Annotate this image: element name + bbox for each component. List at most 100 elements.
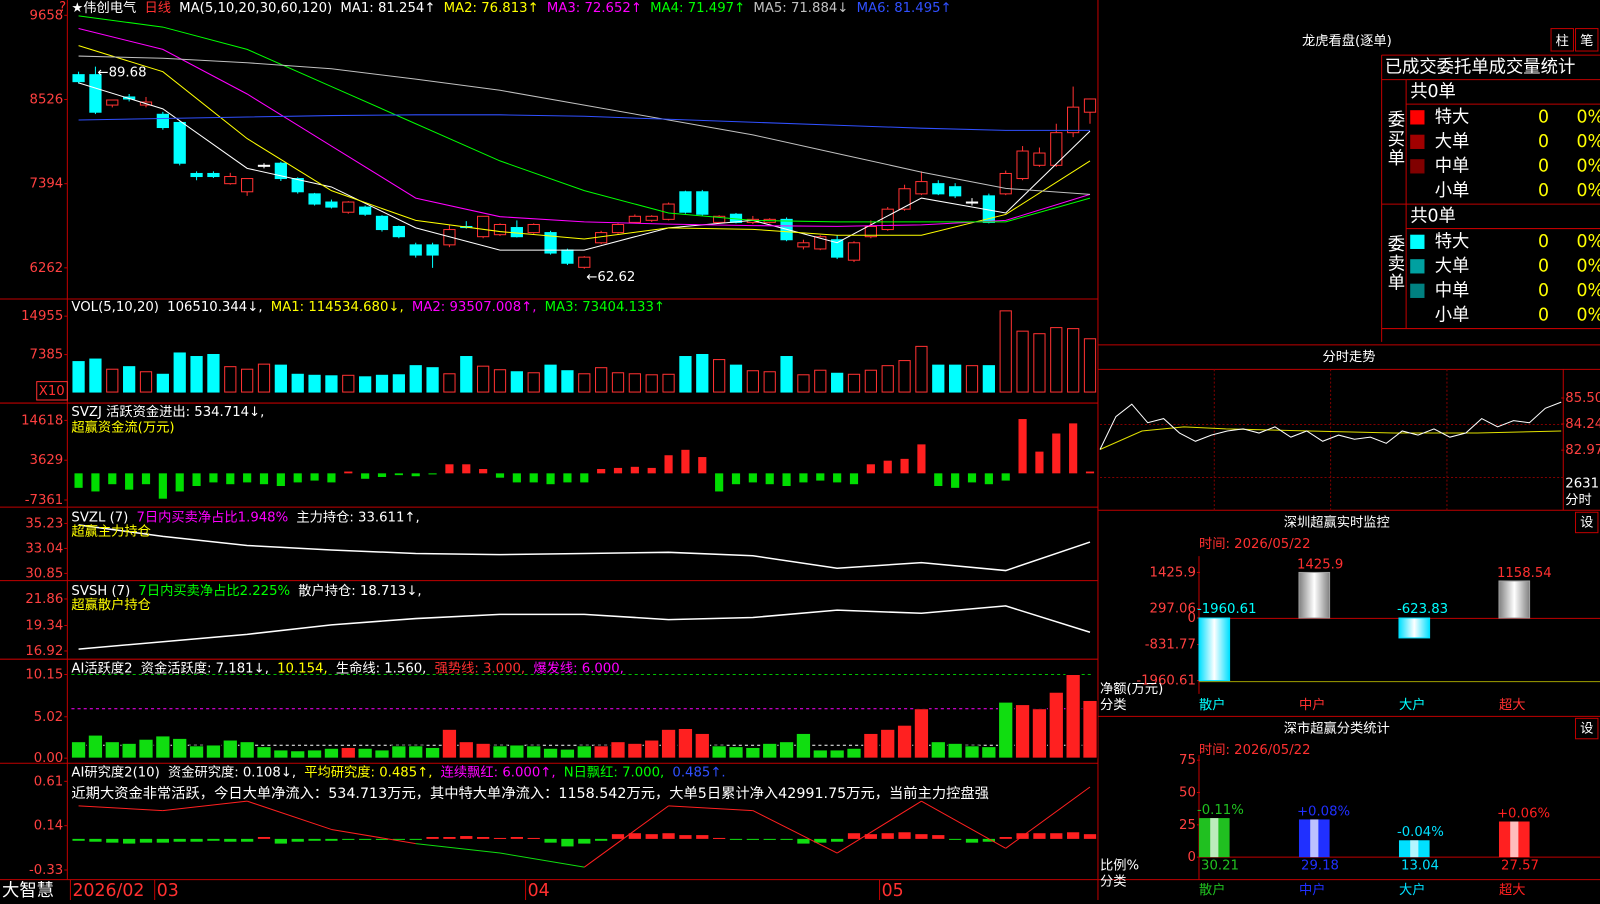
activity-bar xyxy=(863,732,879,759)
activity-bar xyxy=(896,724,913,759)
flow-bar xyxy=(900,458,909,474)
row-count: 0 xyxy=(1538,181,1549,201)
volume-bar xyxy=(696,353,709,393)
axis-label: 比例% xyxy=(1100,857,1139,873)
button[interactable]: 设 xyxy=(1580,721,1593,737)
activity-bar xyxy=(998,701,1014,759)
row-pct: 0% xyxy=(1577,256,1600,276)
volume-bar xyxy=(1067,328,1080,393)
volume-bar xyxy=(308,374,321,393)
volume-bar xyxy=(949,364,962,393)
candle-body xyxy=(544,232,557,254)
volume-bar xyxy=(106,368,119,393)
flow-bar xyxy=(934,473,943,487)
volume-label: 2631 xyxy=(1565,477,1599,492)
flow-bar xyxy=(816,473,825,481)
candle-body xyxy=(932,183,945,195)
change-label: -0.11% xyxy=(1197,803,1244,818)
y-tick-label: 0 xyxy=(1187,611,1195,626)
volume-bar xyxy=(729,364,743,393)
category-label: 超大 xyxy=(1499,697,1526,713)
flow-bar xyxy=(209,473,218,483)
y-tick-label: 9658 xyxy=(30,8,64,23)
research-bar xyxy=(409,838,422,840)
flow-bar xyxy=(243,473,252,483)
header-text: MA2: 76.813↑ xyxy=(444,1,539,16)
candle-body xyxy=(628,215,641,223)
flow-bar xyxy=(917,444,926,474)
volume-bar xyxy=(325,375,338,393)
flow-bar xyxy=(74,473,83,488)
value-label: -1960.61 xyxy=(1197,602,1257,617)
group-name: 委卖单 xyxy=(1384,235,1405,293)
candle-body xyxy=(1033,152,1046,166)
research-line xyxy=(668,805,753,812)
y-tick-label: 297.06 xyxy=(1150,602,1196,617)
value-label: -623.83 xyxy=(1397,602,1448,617)
row-count: 0 xyxy=(1538,107,1549,127)
button-box[interactable] xyxy=(1575,28,1599,52)
candle-body xyxy=(89,74,102,113)
flow-bar xyxy=(344,471,353,474)
activity-bar xyxy=(880,728,896,759)
swatch xyxy=(1410,110,1425,125)
brand: 大智慧 xyxy=(2,881,54,900)
research-bar xyxy=(949,838,962,840)
row-label: 小单 xyxy=(1435,181,1470,201)
flow-bar xyxy=(361,473,370,479)
date-label: 05 xyxy=(882,881,904,900)
volume-bar xyxy=(1016,330,1029,393)
flow-bar xyxy=(1069,423,1078,474)
candle-body xyxy=(325,201,338,208)
flow-bar xyxy=(1052,433,1061,474)
y-tick-label: 82.97 xyxy=(1565,443,1600,458)
research-line xyxy=(836,800,922,854)
button-box[interactable] xyxy=(1550,28,1574,52)
subtitle: 超赢散户持仓 xyxy=(71,596,151,613)
header-text: N日飘红: 7.000, xyxy=(564,764,664,780)
row-count: 0 xyxy=(1538,132,1549,152)
research-bar xyxy=(982,838,995,842)
button-box[interactable] xyxy=(1575,717,1599,740)
flow-bar xyxy=(462,464,471,474)
flow-bar xyxy=(428,473,437,475)
holding-line xyxy=(78,605,1091,650)
activity-bar xyxy=(374,749,390,759)
activity-bar xyxy=(627,742,643,759)
research-bar xyxy=(460,836,473,839)
y-tick-label: 21.86 xyxy=(25,592,63,607)
volume-bar xyxy=(207,353,220,393)
y-tick-label: -0.33 xyxy=(29,863,63,878)
activity-bar xyxy=(273,749,289,759)
row-label: 特大 xyxy=(1435,107,1470,127)
y-tick-label: 0.61 xyxy=(34,774,64,789)
research-bar xyxy=(932,835,945,839)
header-text: MA4: 71.497↑ xyxy=(650,1,745,16)
volume-bar xyxy=(1033,333,1046,393)
button-box[interactable] xyxy=(1575,511,1599,534)
value-label: 1158.54 xyxy=(1497,566,1552,581)
research-bar xyxy=(443,836,456,839)
research-line xyxy=(921,800,1006,849)
flow-bar xyxy=(377,473,387,477)
flow-bar xyxy=(259,473,269,485)
button[interactable]: 设 xyxy=(1580,514,1593,530)
flow-bar xyxy=(951,473,960,488)
research-bar xyxy=(106,838,119,843)
button[interactable]: 笔 xyxy=(1580,33,1593,49)
low-label: ←62.62 xyxy=(586,270,635,285)
value-label: 27.57 xyxy=(1501,858,1539,873)
button[interactable]: 柱 xyxy=(1556,33,1569,49)
y-tick-label: 1425.9 xyxy=(1150,565,1196,580)
bar-highlight xyxy=(1410,840,1419,858)
candle-body xyxy=(696,191,709,215)
y-tick-label: 25 xyxy=(1179,818,1196,833)
candle-body xyxy=(561,249,574,264)
row-pct: 0% xyxy=(1577,132,1600,152)
volume-bar xyxy=(915,345,928,393)
net-bar xyxy=(1298,571,1331,619)
activity-bar xyxy=(1048,691,1064,759)
research-bar xyxy=(915,834,928,839)
volume-bar xyxy=(544,364,557,393)
group-total: 共0单 xyxy=(1410,82,1456,102)
